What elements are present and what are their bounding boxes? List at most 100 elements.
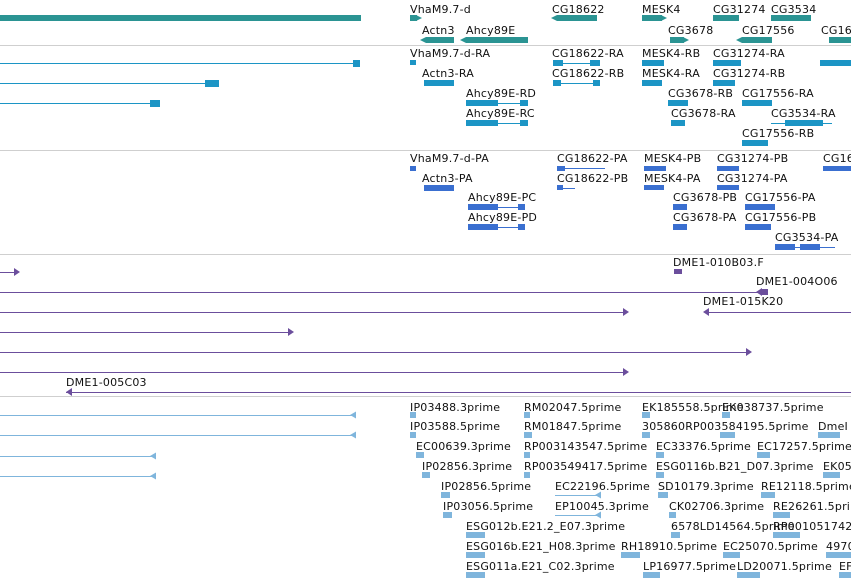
ests-label[interactable]: 4970 [826, 540, 851, 553]
est-feature[interactable] [621, 552, 640, 558]
genes-label[interactable]: MESK4 [642, 3, 681, 16]
ests-label[interactable]: IP03488.3prime [410, 401, 501, 414]
ests-label[interactable]: SD10179.3prime [658, 480, 754, 493]
transcript-intron[interactable] [557, 188, 575, 189]
gene-feature[interactable] [713, 15, 739, 21]
transcript-exon[interactable] [775, 244, 795, 250]
transcript-intron[interactable] [0, 63, 355, 64]
ests-label[interactable]: RP001051742 [773, 520, 851, 533]
ests-label[interactable]: EK05 [823, 460, 851, 473]
clones-label[interactable]: DME1-010B03.F [673, 256, 764, 269]
clone-line[interactable] [0, 292, 760, 293]
est-feature[interactable] [656, 452, 664, 458]
genes-label[interactable]: CG17556 [742, 24, 795, 37]
clones-label[interactable]: DME1-005C03 [66, 376, 147, 389]
transcripts-protein-label[interactable]: CG31274-PB [717, 152, 789, 165]
genes-label[interactable]: CG3678 [668, 24, 714, 37]
transcripts-protein-label[interactable]: Ahcy89E-PD [468, 211, 538, 224]
ests-label[interactable]: RM01847.5prime [524, 420, 622, 433]
ests-label[interactable]: ESG0116b.B21_D07.3prime [656, 460, 814, 473]
transcripts-rna-label[interactable]: CG31274-RB [713, 67, 786, 80]
ests-label[interactable]: RE26261.5prime [773, 500, 851, 513]
transcript-exon[interactable] [742, 140, 768, 146]
transcript-exon[interactable] [553, 80, 561, 86]
ests-label[interactable]: EC17257.5prime [757, 440, 851, 453]
est-feature[interactable] [466, 552, 485, 558]
transcript-exon[interactable] [424, 185, 454, 191]
clone-line[interactable] [0, 272, 18, 273]
transcript-exon[interactable] [553, 60, 563, 66]
gene-feature[interactable] [0, 15, 361, 21]
transcripts-rna-label[interactable]: CG31274-RA [713, 47, 785, 60]
clone-feature[interactable] [674, 269, 682, 274]
transcript-exon[interactable] [557, 185, 563, 190]
genes-label[interactable]: Actn3 [422, 24, 455, 37]
transcripts-protein-label[interactable]: CG16 [823, 152, 851, 165]
est-feature[interactable] [416, 452, 424, 458]
gene-feature[interactable] [829, 37, 851, 43]
genes-label[interactable]: CG31274 [713, 3, 766, 16]
transcript-exon[interactable] [593, 80, 600, 86]
est-feature[interactable] [658, 492, 668, 498]
est-line[interactable] [555, 515, 600, 516]
transcript-exon[interactable] [742, 100, 772, 106]
est-feature[interactable] [524, 412, 530, 418]
transcript-exon[interactable] [518, 204, 525, 210]
est-feature[interactable] [839, 572, 851, 578]
ests-label[interactable]: RP003549417.5prime [524, 460, 648, 473]
transcript-exon[interactable] [671, 120, 685, 126]
transcript-intron[interactable] [553, 63, 600, 64]
est-feature[interactable] [642, 412, 650, 418]
ests-label[interactable]: ESG011a.E21_C02.3prime [466, 560, 615, 573]
transcript-exon[interactable] [785, 120, 823, 126]
ests-label[interactable]: EK185558.5prime [642, 401, 744, 414]
gene-feature[interactable] [670, 37, 684, 43]
transcript-exon[interactable] [642, 80, 662, 86]
clones-label[interactable]: DME1-004O06 [756, 275, 838, 288]
ests-label[interactable]: RH18910.5prime [621, 540, 718, 553]
transcript-exon[interactable] [468, 224, 498, 230]
transcript-intron[interactable] [0, 83, 210, 84]
ests-label[interactable]: EC00639.3prime [416, 440, 511, 453]
transcript-exon[interactable] [466, 100, 498, 106]
transcripts-protein-label[interactable]: CG17556-PB [745, 211, 817, 224]
clone-line[interactable] [0, 372, 627, 373]
transcript-exon[interactable] [668, 100, 688, 106]
transcripts-protein-label[interactable]: CG18622-PB [557, 172, 629, 185]
transcripts-rna-label[interactable]: MESK4-RA [642, 67, 700, 80]
transcript-exon[interactable] [468, 204, 498, 210]
transcript-exon[interactable] [745, 224, 771, 230]
transcript-exon[interactable] [205, 80, 219, 87]
clone-line[interactable] [0, 352, 750, 353]
gene-feature[interactable] [742, 37, 772, 43]
est-feature[interactable] [671, 532, 680, 538]
transcripts-rna-label[interactable]: CG3678-RB [668, 87, 734, 100]
est-line[interactable] [0, 476, 155, 477]
est-feature[interactable] [761, 492, 775, 498]
est-line[interactable] [0, 456, 155, 457]
transcript-exon[interactable] [642, 60, 664, 66]
est-feature[interactable] [422, 472, 430, 478]
transcript-exon[interactable] [644, 185, 664, 190]
transcripts-rna-label[interactable]: MESK4-RB [642, 47, 701, 60]
gene-feature[interactable] [410, 15, 417, 21]
transcript-exon[interactable] [557, 166, 565, 171]
est-feature[interactable] [723, 552, 740, 558]
ests-label[interactable]: EF [839, 560, 851, 573]
est-feature[interactable] [524, 432, 532, 438]
transcripts-protein-label[interactable]: CG3678-PA [673, 211, 737, 224]
transcript-exon[interactable] [823, 166, 851, 171]
ests-label[interactable]: LP16977.5prime [643, 560, 737, 573]
transcripts-rna-label[interactable]: CG18622-RB [552, 67, 625, 80]
est-feature[interactable] [826, 552, 851, 558]
est-feature[interactable] [757, 452, 770, 458]
transcript-exon[interactable] [713, 80, 735, 86]
transcripts-protein-label[interactable]: Actn3-PA [422, 172, 473, 185]
transcript-exon[interactable] [644, 166, 666, 171]
transcript-exon[interactable] [520, 100, 528, 106]
ests-label[interactable]: EC33376.5prime [656, 440, 751, 453]
transcript-exon[interactable] [713, 60, 741, 66]
transcripts-protein-label[interactable]: CG31274-PA [717, 172, 788, 185]
ests-label[interactable]: EC25070.5prime [723, 540, 818, 553]
